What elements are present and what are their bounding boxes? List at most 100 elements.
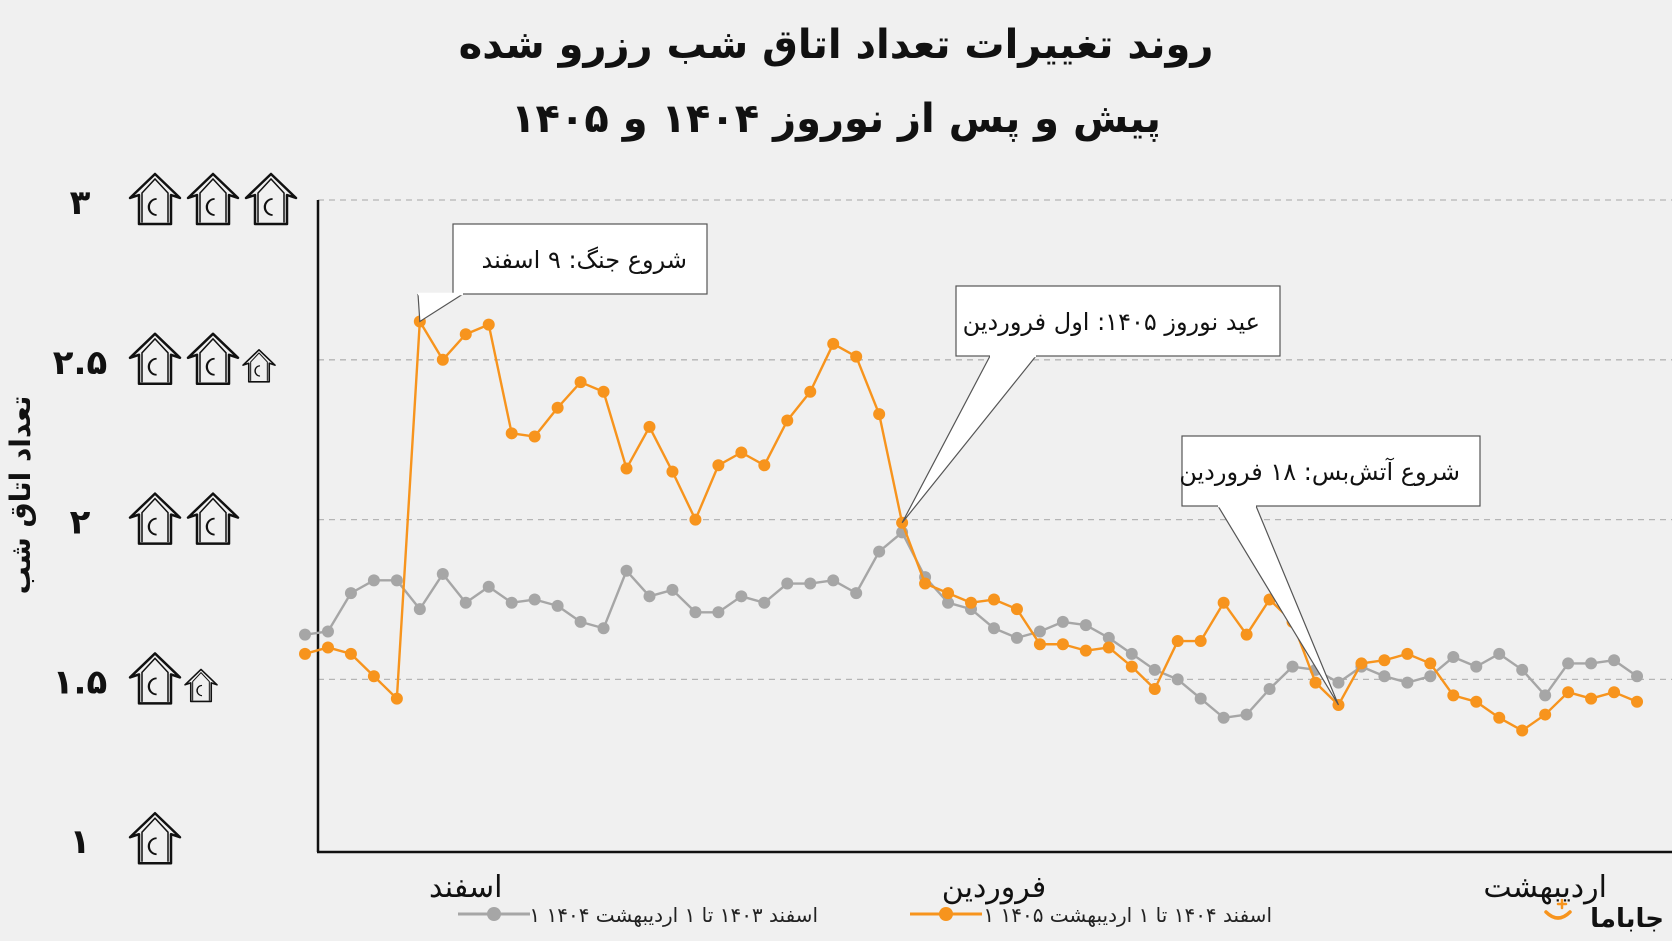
- brand-logo: جاباما: [1544, 898, 1664, 934]
- data-point: [551, 599, 564, 612]
- data-point: [1516, 724, 1529, 737]
- annotations: شروع جنگ: ۹ اسفند عید نوروز ۱۴۰۵: اول فرو…: [417, 223, 1481, 706]
- x-month-labels: اسفند فروردین اردیبهشت: [429, 870, 1607, 905]
- legend-label: ۱ اسفند ۱۴۰۳ تا ۱ اردیبهشت ۱۴۰۴: [529, 903, 818, 927]
- data-point: [1470, 695, 1483, 708]
- data-point: [804, 577, 817, 590]
- data-point: [1562, 657, 1575, 670]
- data-point: [666, 465, 679, 478]
- data-point: [1263, 683, 1276, 695]
- y-tick-icons: [128, 652, 218, 705]
- annotation-text: شروع آتش‌بس: ۱۸ فروردین: [1179, 457, 1460, 486]
- house-icon: [186, 332, 240, 386]
- data-point: [873, 408, 886, 421]
- data-point: [528, 430, 541, 443]
- data-point: [987, 593, 1000, 606]
- house-icon: [242, 349, 276, 383]
- data-point: [827, 574, 840, 587]
- data-point: [1424, 657, 1437, 670]
- data-point: [1424, 670, 1437, 683]
- data-point: [436, 353, 449, 366]
- house-icon: [128, 492, 182, 545]
- legend-item: ۱ اسفند ۱۴۰۴ تا ۱ اردیبهشت ۱۴۰۵: [910, 903, 1272, 927]
- data-point: [689, 606, 702, 619]
- y-axis-label: تعداد اتاق شب: [4, 396, 37, 595]
- data-point: [1562, 686, 1575, 699]
- y-tick-label: ۱: [70, 822, 91, 862]
- data-point: [1125, 647, 1138, 660]
- y-tick-icons: [128, 172, 298, 226]
- annotation-text: عید نوروز ۱۴۰۵: اول فروردین: [963, 308, 1260, 336]
- data-point: [850, 587, 863, 600]
- house-icon: [186, 172, 240, 226]
- data-point: [505, 427, 518, 440]
- data-point: [942, 587, 955, 600]
- data-point: [1470, 660, 1483, 673]
- data-point: [712, 459, 725, 472]
- data-point: [1079, 644, 1092, 657]
- y-tick-label: ۳: [70, 183, 91, 223]
- data-point: [1516, 663, 1529, 676]
- data-point: [1171, 635, 1184, 648]
- data-point: [1194, 692, 1207, 705]
- data-point: [987, 622, 1000, 635]
- data-point: [413, 603, 426, 616]
- data-point: [1493, 711, 1506, 724]
- brand-name: جاباما: [1590, 904, 1664, 934]
- series-0: [299, 526, 1644, 724]
- data-point: [712, 606, 725, 619]
- x-month-label: اسفند: [429, 870, 502, 905]
- data-point: [1171, 673, 1184, 686]
- house-icon: [128, 332, 182, 386]
- annotation-text: شروع جنگ: ۹ اسفند: [482, 246, 687, 274]
- legend-marker: [487, 907, 501, 921]
- data-point: [1493, 647, 1506, 660]
- data-point: [1217, 596, 1230, 609]
- data-point: [1378, 654, 1391, 667]
- data-point: [919, 577, 932, 590]
- data-point: [1010, 603, 1023, 616]
- data-point: [344, 587, 357, 600]
- data-point: [735, 590, 748, 603]
- y-tick-labels: ۳ ۲.۵ ۲ ۱.۵ ۱: [53, 172, 298, 865]
- legend-label: ۱ اسفند ۱۴۰۴ تا ۱ اردیبهشت ۱۴۰۵: [983, 903, 1272, 927]
- data-point: [1539, 708, 1552, 721]
- series-group: [299, 315, 1644, 737]
- data-point: [299, 647, 311, 660]
- data-point: [1033, 638, 1046, 651]
- data-point: [1539, 689, 1552, 702]
- series-1: [299, 315, 1644, 737]
- data-point: [551, 401, 564, 414]
- data-point: [804, 385, 817, 398]
- data-point: [827, 337, 840, 350]
- chart-subtitle: پیش و پس از نوروز ۱۴۰۴ و ۱۴۰۵: [511, 96, 1161, 142]
- data-point: [528, 593, 541, 606]
- data-point: [367, 574, 380, 587]
- data-point: [1378, 670, 1391, 683]
- data-point: [436, 567, 449, 580]
- data-point: [735, 446, 748, 459]
- data-point: [1585, 692, 1598, 705]
- legend-marker: [939, 907, 953, 921]
- data-point: [1125, 660, 1138, 673]
- data-point: [1033, 625, 1046, 638]
- data-point: [505, 596, 518, 609]
- data-point: [1010, 631, 1023, 644]
- y-tick-icons: [128, 811, 182, 865]
- data-point: [1585, 657, 1598, 670]
- data-point: [344, 647, 357, 660]
- data-point: [666, 583, 679, 596]
- y-tick-label: ۱.۵: [53, 662, 107, 702]
- y-tick-icons: [128, 492, 240, 545]
- data-point: [942, 596, 955, 609]
- data-point: [1447, 651, 1460, 664]
- y-tick-icons: [128, 332, 276, 386]
- data-point: [1309, 676, 1322, 689]
- data-point: [850, 350, 863, 363]
- house-icon: [128, 652, 182, 705]
- data-point: [758, 459, 771, 472]
- data-point: [620, 564, 633, 577]
- y-tick-label: ۲.۵: [53, 343, 107, 383]
- x-month-label: فروردین: [942, 870, 1046, 905]
- data-point: [1079, 619, 1092, 632]
